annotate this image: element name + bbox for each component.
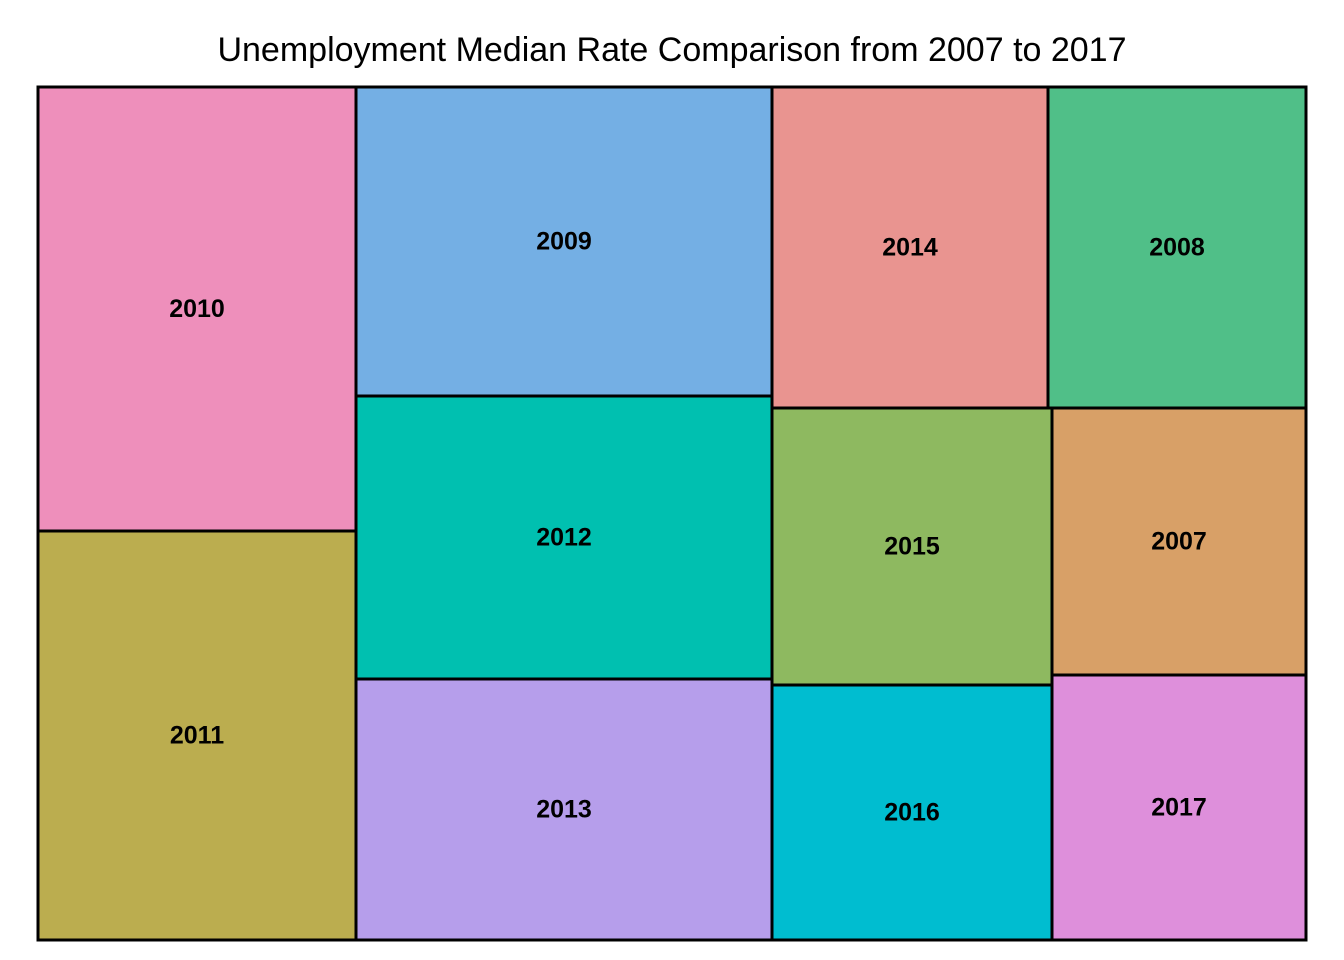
tile-label: 2017 xyxy=(1151,794,1207,822)
tile-rect xyxy=(36,85,358,533)
tile-rect xyxy=(36,529,358,942)
treemap-tile-2009: 2009 xyxy=(354,85,774,398)
tile-rect xyxy=(770,406,1054,687)
treemap-tile-2007: 2007 xyxy=(1050,406,1308,677)
tile-rect xyxy=(354,85,774,398)
tile-label: 2014 xyxy=(882,234,938,262)
tile-label: 2009 xyxy=(536,228,592,256)
tile-rect xyxy=(1046,85,1308,410)
treemap-tile-2013: 2013 xyxy=(354,677,774,942)
tile-label: 2010 xyxy=(169,295,225,323)
treemap-tile-2011: 2011 xyxy=(36,529,358,942)
treemap-tile-2014: 2014 xyxy=(770,85,1050,410)
treemap-tile-2010: 2010 xyxy=(36,85,358,533)
tile-label: 2011 xyxy=(170,722,224,750)
tile-rect xyxy=(770,683,1054,942)
tile-rect xyxy=(1050,406,1308,677)
tile-rect xyxy=(1050,673,1308,942)
tile-label: 2012 xyxy=(536,524,592,552)
tile-label: 2007 xyxy=(1151,528,1207,556)
tile-rect xyxy=(354,394,774,681)
treemap-tile-2012: 2012 xyxy=(354,394,774,681)
tile-label: 2015 xyxy=(884,533,940,561)
tile-rect xyxy=(354,677,774,942)
treemap-tile-2008: 2008 xyxy=(1046,85,1308,410)
treemap-tile-2016: 2016 xyxy=(770,683,1054,942)
treemap-tile-2015: 2015 xyxy=(770,406,1054,687)
tile-label: 2016 xyxy=(884,799,940,827)
tile-label: 2008 xyxy=(1149,234,1205,262)
tile-label: 2013 xyxy=(536,796,592,824)
chart-title: Unemployment Median Rate Comparison from… xyxy=(217,31,1127,69)
treemap-tile-2017: 2017 xyxy=(1050,673,1308,942)
